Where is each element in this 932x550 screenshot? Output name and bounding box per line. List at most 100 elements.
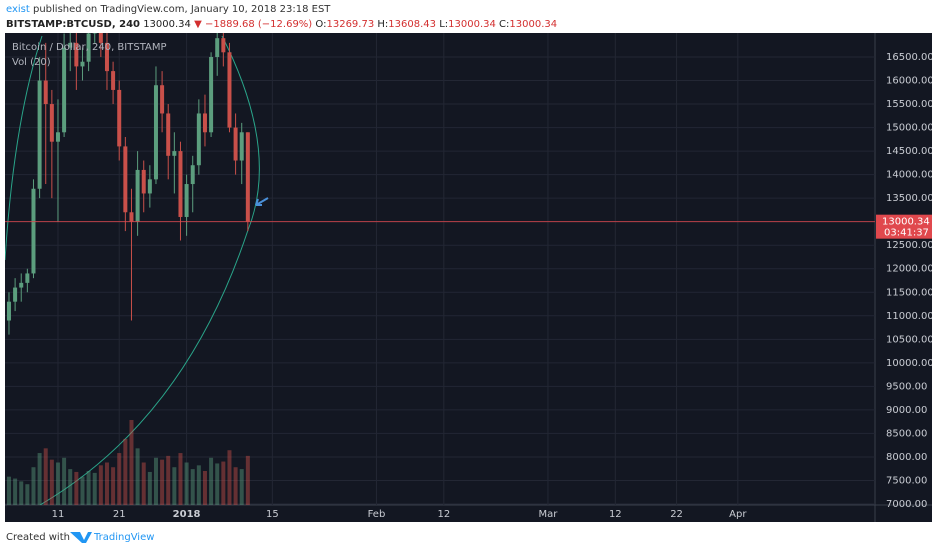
volume-bar [13, 478, 18, 505]
y-tick-label: 16500.00 [886, 52, 932, 63]
y-tick-label: 16000.00 [886, 76, 932, 87]
ohlc-value: 13000.34 [448, 19, 496, 30]
ohlc-label: L: [439, 19, 448, 30]
candle-body [209, 56, 214, 133]
symbol: BITSTAMP:BTCUSD, 240 [6, 19, 140, 30]
x-tick-label: Apr [729, 509, 747, 520]
candle-body [104, 42, 109, 72]
price-label-bg [876, 214, 932, 239]
volume-bar [98, 465, 103, 505]
volume-bar [172, 467, 177, 505]
footer-bg [0, 522, 932, 550]
volume-bar [135, 448, 140, 505]
countdown: 03:41:37 [884, 228, 929, 239]
candle-body [160, 85, 165, 114]
y-tick-label: 9000.00 [886, 405, 927, 416]
volume-bar [141, 462, 146, 505]
volume-bar [19, 481, 24, 505]
candle-body [117, 89, 122, 147]
candle-body [215, 38, 220, 57]
candle-body [25, 273, 30, 283]
x-tick-label: 12 [437, 509, 450, 520]
y-tick-label: 8000.00 [886, 452, 927, 463]
candle-body [123, 146, 128, 213]
volume-bar [215, 463, 220, 505]
volume-bar [209, 457, 214, 505]
volume-bar [6, 476, 11, 505]
legend-item: Vol (20) [12, 57, 51, 68]
x-tick-label: 11 [52, 509, 65, 520]
volume-bar [178, 453, 183, 505]
volume-bar [37, 453, 42, 505]
y-tick-label: 11000.00 [886, 311, 932, 322]
candle-body [227, 52, 232, 128]
y-tick-label: 15000.00 [886, 123, 932, 134]
candle-body [221, 38, 226, 53]
y-tick-label: 11500.00 [886, 287, 932, 298]
change: −1889.68 (−12.69%) [205, 19, 312, 30]
x-tick-label: 15 [266, 509, 279, 520]
y-tick-label: 12000.00 [886, 264, 932, 275]
ellipse-drawing [5, 35, 43, 261]
volume-bar [31, 467, 36, 505]
volume-bar [221, 461, 226, 505]
symbol-line: BITSTAMP:BTCUSD, 240 13000.34 ▼ −1889.68… [6, 19, 557, 30]
header-line: exist published on TradingView.com, Janu… [6, 4, 331, 15]
candle-body [92, 33, 97, 34]
y-tick-label: 7500.00 [886, 475, 927, 486]
author[interactable]: exist [6, 4, 30, 15]
volume-bar [196, 465, 201, 505]
candle-body [178, 151, 183, 217]
ohlc-value: 13269.73 [326, 19, 374, 30]
y-tick-label: 14000.00 [886, 170, 932, 181]
candle-body [141, 169, 146, 194]
y-tick-label: 14500.00 [886, 146, 932, 157]
volume-bar [239, 469, 244, 505]
x-tick-label: 2018 [173, 509, 201, 520]
candle-body [19, 282, 24, 288]
volume-bar [25, 484, 30, 505]
candle-body [245, 132, 250, 222]
candle-body [153, 85, 158, 180]
volume-bar [43, 448, 48, 505]
chart-bg [5, 33, 932, 522]
candle-body [86, 33, 91, 62]
volume-bar [92, 472, 97, 505]
volume-bar [184, 462, 189, 505]
ohlc-label: O: [315, 19, 326, 30]
volume-bar [62, 457, 67, 505]
volume-bar [123, 438, 128, 505]
volume-bar [129, 420, 134, 505]
candle-body [233, 127, 238, 161]
ohlc-value: 13608.43 [388, 19, 436, 30]
legend-item: Bitcoin / Dollar, 240, BITSTAMP [12, 42, 167, 53]
candle-body [196, 113, 201, 166]
candle-body [172, 151, 177, 156]
candle-body [80, 61, 85, 67]
volume-bar [202, 471, 207, 505]
candle-body [147, 179, 152, 194]
arrow: ▼ [194, 19, 202, 30]
volume-bar [86, 471, 91, 505]
volume-bar [74, 471, 79, 505]
published: published on TradingView.com, January 10… [33, 4, 331, 15]
volume-bar [190, 469, 195, 505]
footer-brand[interactable]: TradingView [93, 532, 154, 543]
x-tick-label: 12 [609, 509, 622, 520]
last: 13000.34 [143, 19, 191, 30]
y-tick-label: 9500.00 [886, 381, 927, 392]
volume-bar [117, 453, 122, 505]
y-tick-label: 8500.00 [886, 428, 927, 439]
candle-body [98, 33, 103, 43]
y-tick-label: 13500.00 [886, 193, 932, 204]
ohlc-label: H: [377, 19, 388, 30]
candle-body [62, 47, 67, 133]
price-label: 13000.34 [882, 217, 930, 228]
volume-bar [227, 450, 232, 505]
volume-bar [49, 459, 54, 505]
x-tick-label: Mar [539, 509, 559, 520]
y-tick-label: 10500.00 [886, 334, 932, 345]
candle-body [31, 188, 36, 274]
y-tick-label: 12500.00 [886, 240, 932, 251]
